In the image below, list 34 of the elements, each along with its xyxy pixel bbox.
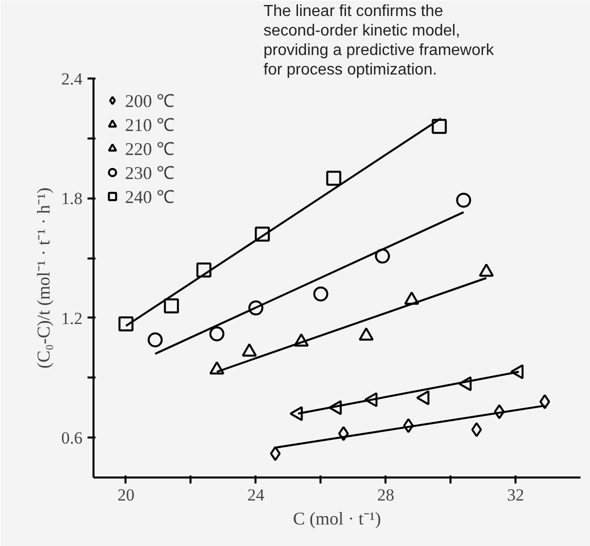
- point: [254, 226, 270, 242]
- legend-label: 220 ℃: [125, 138, 174, 160]
- x-tick-label: 24: [247, 486, 265, 504]
- point: [118, 316, 134, 332]
- legend-label: 200 ℃: [125, 90, 174, 112]
- point: [270, 446, 281, 462]
- point: [494, 404, 505, 420]
- point: [471, 422, 482, 438]
- y-tick-label: 1.8: [61, 189, 82, 208]
- point: [374, 248, 390, 264]
- point: [196, 262, 212, 278]
- point: [326, 170, 342, 186]
- legend-label: 230 ℃: [125, 162, 174, 184]
- point: [313, 286, 328, 302]
- point: [209, 326, 224, 342]
- y-tick-label: 0.6: [61, 428, 82, 448]
- point: [403, 418, 414, 434]
- x-tick-label: 32: [507, 486, 524, 504]
- text: The linear fit confirms the second-order kinetic model, providing a predictive framework for process optimization.: [264, 2, 495, 78]
- point: [432, 118, 447, 134]
- point: [148, 332, 163, 348]
- point: [338, 426, 349, 442]
- x-axis-title: C (mol · t⁻¹): [293, 508, 381, 528]
- point: [456, 192, 472, 208]
- x-tick-label: 28: [377, 486, 394, 504]
- point: [248, 300, 264, 316]
- y-axis-title: (C₀-C)/t (mol⁻¹ · t⁻¹ · h⁻¹): [33, 188, 54, 368]
- y-tick-label: 2.4: [61, 70, 83, 88]
- point: [164, 298, 179, 314]
- y-tick-label: 1.2: [61, 308, 82, 328]
- legend-label: 210 ℃: [125, 114, 174, 136]
- x-tick-label: 20: [117, 486, 134, 504]
- legend-label: 240 ℃: [125, 186, 174, 208]
- point: [539, 394, 550, 410]
